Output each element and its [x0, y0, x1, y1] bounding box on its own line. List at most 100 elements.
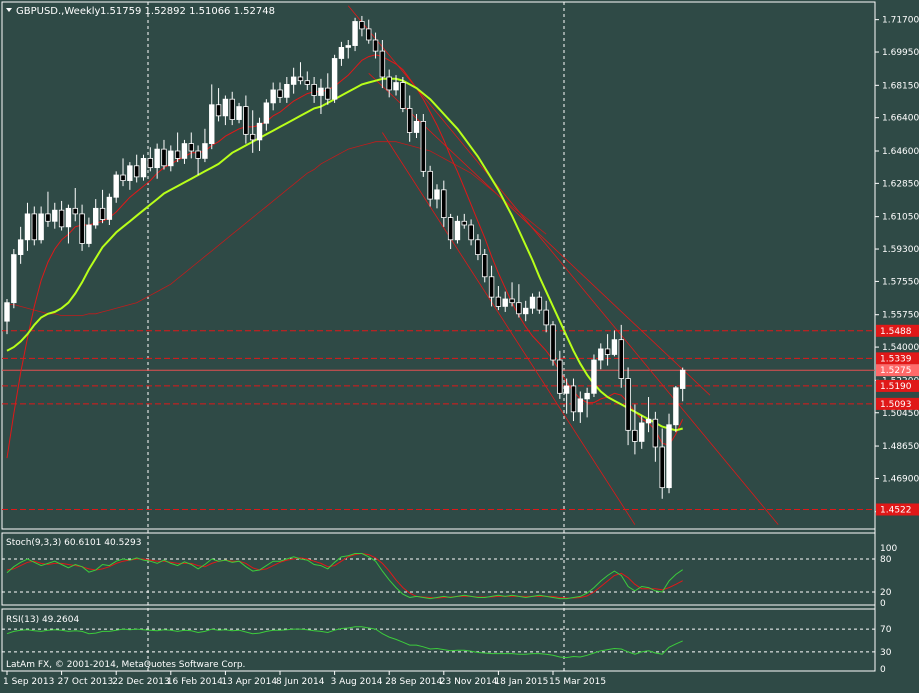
candle-body	[427, 170, 433, 200]
candle-body	[372, 39, 379, 52]
time-tick-label: 23 Nov 2014	[440, 677, 498, 687]
time-tick-label: 22 Dec 2013	[112, 677, 170, 687]
candle-body	[502, 298, 508, 307]
candle-body	[366, 28, 372, 41]
indicator-layer	[2, 552, 875, 659]
price-tick-label: 1.59300	[882, 245, 919, 255]
candle-body	[38, 213, 44, 241]
candle-body	[679, 369, 686, 389]
candle-body	[277, 89, 283, 98]
candle-body	[345, 45, 351, 48]
level-tag	[876, 397, 919, 410]
candle-body	[4, 302, 10, 322]
candle-body	[645, 418, 652, 424]
time-tick-label: 3 Aug 2014	[331, 677, 383, 687]
candle-body	[58, 209, 65, 228]
candle-body	[536, 296, 543, 311]
candle-body	[99, 207, 106, 220]
rsi-line	[6, 626, 683, 659]
candle-body	[229, 98, 235, 120]
candle-body	[413, 120, 420, 133]
candle-body	[488, 276, 495, 298]
stoch-level-label: 80	[880, 555, 892, 565]
candle-body	[598, 348, 604, 361]
level-tag-label: 1.4522	[880, 506, 912, 516]
time-tick-label: 1 Sep 2013	[3, 677, 54, 687]
candle-body	[625, 378, 631, 431]
price-tick-label: 1.57550	[882, 277, 919, 287]
candle-body	[195, 150, 201, 159]
level-tag-label: 1.5093	[880, 400, 912, 410]
overlay-layer	[2, 5, 875, 525]
candle-body	[352, 21, 358, 46]
candle-body	[543, 309, 549, 326]
candle-body	[270, 89, 276, 104]
level-tag	[876, 364, 919, 377]
candle-body	[127, 165, 133, 181]
level-tag	[876, 379, 919, 392]
stoch-title: Stoch(9,3,3) 60.6101 40.5293	[6, 538, 141, 548]
chart-ohlc: 1.51759 1.52892 1.51066 1.52748	[100, 6, 275, 17]
candle-body	[304, 80, 310, 85]
candle-body	[563, 385, 570, 394]
candle-body	[72, 207, 78, 215]
candle-body	[93, 207, 99, 226]
candle-body	[441, 189, 447, 218]
stoch-main-line	[6, 553, 683, 600]
candle-body	[550, 324, 556, 361]
price-tick-label: 1.61050	[882, 213, 919, 223]
candle-body	[147, 157, 154, 169]
candle-body	[154, 148, 160, 169]
candle-body	[659, 446, 665, 489]
price-tick-label: 1.46900	[882, 474, 919, 484]
price-tick-label: 1.62850	[882, 179, 919, 189]
candle-body	[140, 157, 147, 178]
stoch-level-label: 100	[880, 544, 897, 554]
time-tick-label: 16 Feb 2014	[167, 677, 223, 687]
candle-body	[45, 213, 51, 222]
ma-slow-line	[6, 77, 683, 432]
candle-body	[284, 83, 290, 98]
candle-body	[188, 143, 194, 152]
dropdown-arrow-icon[interactable]	[6, 8, 12, 12]
candle-body	[52, 209, 58, 222]
price-tick-label: 1.66400	[882, 114, 919, 124]
candle-body	[11, 254, 17, 304]
main-panel-frame	[1, 1, 876, 530]
candles-layer	[4, 15, 686, 499]
candle-body	[393, 82, 399, 91]
candle-body	[509, 298, 515, 304]
candle-body	[652, 418, 659, 448]
level-tag-label: 1.5275	[880, 366, 912, 376]
level-tag	[876, 352, 919, 365]
trendline-upper	[347, 5, 779, 525]
candle-body	[311, 83, 317, 96]
candle-body	[379, 50, 386, 78]
candle-body	[434, 189, 440, 200]
rsi-level-label: 30	[880, 648, 892, 658]
copyright-text: LatAm FX, © 2001-2014, MetaQuotes Softwa…	[6, 660, 245, 670]
candle-body	[529, 296, 536, 309]
candle-body	[591, 359, 597, 394]
price-tick-label: 1.69950	[882, 48, 919, 58]
candle-body	[359, 21, 365, 30]
candle-body	[618, 339, 624, 379]
candle-body	[570, 385, 577, 413]
candle-body	[202, 143, 208, 159]
price-tick-label: 1.54000	[882, 343, 919, 353]
rsi-level-label: 70	[880, 625, 892, 635]
candle-body	[17, 239, 24, 255]
candle-body	[331, 58, 338, 100]
candle-body	[666, 424, 672, 489]
rsi-title: RSI(13) 49.2604	[6, 615, 79, 625]
candle-body	[243, 106, 249, 135]
candle-body	[447, 217, 454, 241]
candle-body	[222, 98, 229, 117]
candle-body	[249, 133, 256, 141]
price-tick-label: 1.64600	[882, 147, 919, 157]
candle-body	[400, 82, 406, 109]
stoch-signal-line	[6, 552, 683, 599]
candle-body	[475, 239, 481, 255]
